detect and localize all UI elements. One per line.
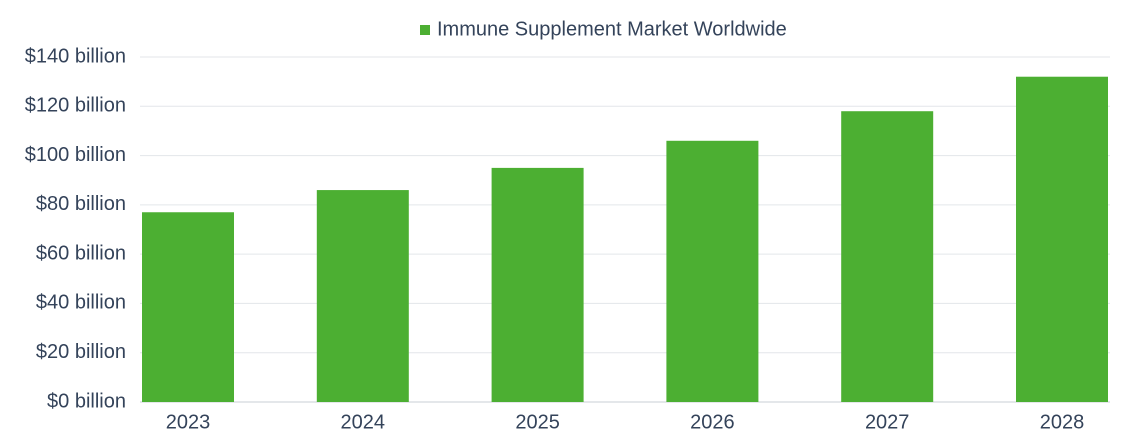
y-tick-label: $60 billion bbox=[36, 242, 126, 264]
y-tick-label: $140 billion bbox=[25, 45, 126, 67]
x-tick-label: 2026 bbox=[690, 411, 735, 433]
y-tick-label: $20 billion bbox=[36, 341, 126, 363]
x-tick-label: 2028 bbox=[1040, 411, 1085, 433]
x-tick-label: 2025 bbox=[515, 411, 560, 433]
bar bbox=[841, 111, 934, 402]
y-tick-label: $80 billion bbox=[36, 193, 126, 215]
bar bbox=[666, 140, 759, 403]
legend-swatch bbox=[420, 25, 430, 35]
x-tick-label: 2027 bbox=[865, 411, 910, 433]
x-tick-label: 2023 bbox=[166, 411, 211, 433]
legend-text: Immune Supplement Market Worldwide bbox=[437, 18, 787, 40]
x-tick-label: 2024 bbox=[341, 411, 386, 433]
bar bbox=[491, 167, 584, 402]
y-tick-label: $0 billion bbox=[47, 390, 126, 412]
y-tick-label: $120 billion bbox=[25, 95, 126, 117]
bar bbox=[142, 212, 234, 402]
y-tick-label: $40 billion bbox=[36, 292, 126, 314]
bar bbox=[316, 190, 409, 402]
y-tick-label: $100 billion bbox=[25, 144, 126, 166]
bar bbox=[1016, 76, 1108, 402]
